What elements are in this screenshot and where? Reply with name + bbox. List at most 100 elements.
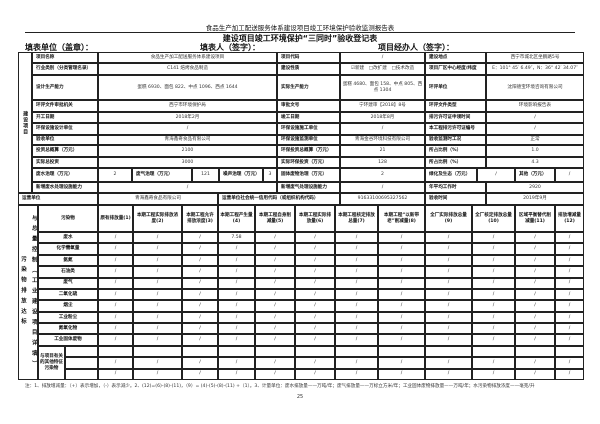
field-label: 环保设施设计单位 bbox=[32, 123, 98, 135]
table-cell: / bbox=[472, 243, 515, 255]
table-cell: / bbox=[555, 334, 584, 346]
page-number: 25 bbox=[296, 394, 304, 400]
field-label: 其他（万元） bbox=[515, 168, 555, 182]
table-cell bbox=[425, 345, 472, 358]
table-cell: / bbox=[378, 288, 425, 301]
fill-person-label: 填表人（签字）： bbox=[200, 43, 260, 52]
table-cell: / bbox=[98, 243, 133, 255]
table-cell bbox=[133, 345, 182, 358]
table-cell: / bbox=[335, 323, 378, 335]
table-cell: / bbox=[255, 243, 295, 255]
table-cell: / bbox=[295, 243, 335, 255]
field-label: 运营单位 bbox=[18, 193, 98, 205]
table-cell: / bbox=[218, 254, 255, 267]
field-value: / bbox=[340, 123, 425, 135]
table-cell: / bbox=[98, 277, 133, 289]
table-cell: / bbox=[98, 300, 133, 312]
field-value: 2 bbox=[340, 168, 425, 182]
field-value: 西宁市城北区坐鹏路5号 bbox=[486, 52, 584, 63]
table-cell: / bbox=[133, 357, 182, 369]
pollutant-name: 废气 bbox=[38, 277, 98, 289]
table-cell: / bbox=[218, 368, 255, 380]
field-label: 环评文件类型 bbox=[425, 100, 486, 112]
table-cell: / bbox=[218, 323, 255, 335]
field-label: 开工日期 bbox=[32, 112, 98, 123]
table-cell: / bbox=[218, 311, 255, 324]
table-cell: / bbox=[425, 323, 472, 335]
field-value: 宁环建审【2018】8号 bbox=[340, 100, 425, 112]
table-cell: / bbox=[335, 311, 378, 324]
pollutant-name: 氨氮 bbox=[38, 254, 98, 267]
field-value: 正常 bbox=[486, 135, 584, 145]
table-cell: / bbox=[378, 232, 425, 244]
table-cell: / bbox=[98, 254, 133, 267]
table-cell: / bbox=[472, 300, 515, 312]
footnote: 注：1、排放增减量：（+）表示增加，（-）表示减少。2、(12)=(6)-(8)… bbox=[25, 384, 535, 389]
field-label: 审批文号 bbox=[277, 100, 340, 112]
table-cell bbox=[378, 345, 425, 358]
field-value: ☑新建 □改扩建 □技术改造 bbox=[340, 63, 425, 75]
table-cell: / bbox=[295, 323, 335, 335]
table-cell: / bbox=[255, 288, 295, 301]
table-cell: / bbox=[555, 243, 584, 255]
pollutant-name: 石油类 bbox=[38, 266, 98, 278]
table-cell: / bbox=[425, 368, 472, 380]
field-value: 121 bbox=[192, 168, 219, 182]
table-cell: / bbox=[218, 243, 255, 255]
field-label: 投资总概算（万元） bbox=[32, 145, 98, 157]
table-cell: / bbox=[133, 323, 182, 335]
field-value: / bbox=[486, 123, 584, 135]
table-cell bbox=[335, 345, 378, 358]
table-cell: / bbox=[515, 334, 555, 346]
table-cell: / bbox=[515, 300, 555, 312]
table-cell: / bbox=[515, 357, 555, 369]
field-label: 建设地点 bbox=[425, 52, 486, 63]
table-cell: / bbox=[218, 300, 255, 312]
pollutant-name: 废水 bbox=[38, 232, 98, 244]
table-cell bbox=[295, 345, 335, 358]
table-cell: / bbox=[182, 277, 218, 289]
field-value: 3000 bbox=[98, 157, 277, 168]
table-cell: / bbox=[295, 311, 335, 324]
field-label: 噪声治理（万元） bbox=[219, 168, 263, 182]
table-cell: / bbox=[133, 311, 182, 324]
field-value: 2018年2月 bbox=[98, 112, 277, 123]
table-cell: / bbox=[425, 357, 472, 369]
table-cell: / bbox=[182, 243, 218, 255]
table-cell: / bbox=[182, 254, 218, 267]
table-cell: / bbox=[98, 266, 133, 278]
table-cell: / bbox=[255, 254, 295, 267]
pollutant-name: 化学需氧量 bbox=[38, 243, 98, 255]
table-cell: / bbox=[425, 311, 472, 324]
field-value: / bbox=[486, 112, 584, 123]
table-cell: / bbox=[133, 277, 182, 289]
table-cell: / bbox=[425, 334, 472, 346]
field-label: 废水治理（万元） bbox=[32, 168, 98, 182]
field-value: 21 bbox=[340, 145, 425, 157]
table-cell: / bbox=[515, 323, 555, 335]
pollutant-name: 二氧化硫 bbox=[38, 288, 98, 301]
table-cell: / bbox=[425, 277, 472, 289]
table-cell: / bbox=[335, 288, 378, 301]
fill-unit-label: 填表单位（盖章）： bbox=[25, 43, 93, 52]
column-header: 全厂实际排放总量(9) bbox=[425, 205, 472, 232]
table-cell: / bbox=[425, 288, 472, 301]
field-label: 年平均工作时 bbox=[425, 182, 486, 193]
form-title: 建设项目竣工环境保护“三同时”验收登记表 bbox=[222, 34, 378, 43]
table-cell: / bbox=[378, 311, 425, 324]
table-cell: / bbox=[472, 357, 515, 369]
table-cell: / bbox=[133, 266, 182, 278]
table-cell: / bbox=[472, 334, 515, 346]
pollutant-name: 烟尘 bbox=[38, 300, 98, 312]
table-cell: / bbox=[335, 243, 378, 255]
field-value: 3 bbox=[263, 168, 277, 182]
table-cell: / bbox=[295, 232, 335, 244]
table-cell: / bbox=[98, 232, 133, 244]
table-cell: / bbox=[425, 300, 472, 312]
table-cell: / bbox=[255, 323, 295, 335]
table-cell: / bbox=[378, 266, 425, 278]
table-cell: / bbox=[515, 232, 555, 244]
field-label: 竣工日期 bbox=[277, 112, 340, 123]
field-value: / bbox=[555, 168, 584, 182]
field-value: 食品生产加工配送服务体系建设项目 bbox=[98, 52, 277, 63]
